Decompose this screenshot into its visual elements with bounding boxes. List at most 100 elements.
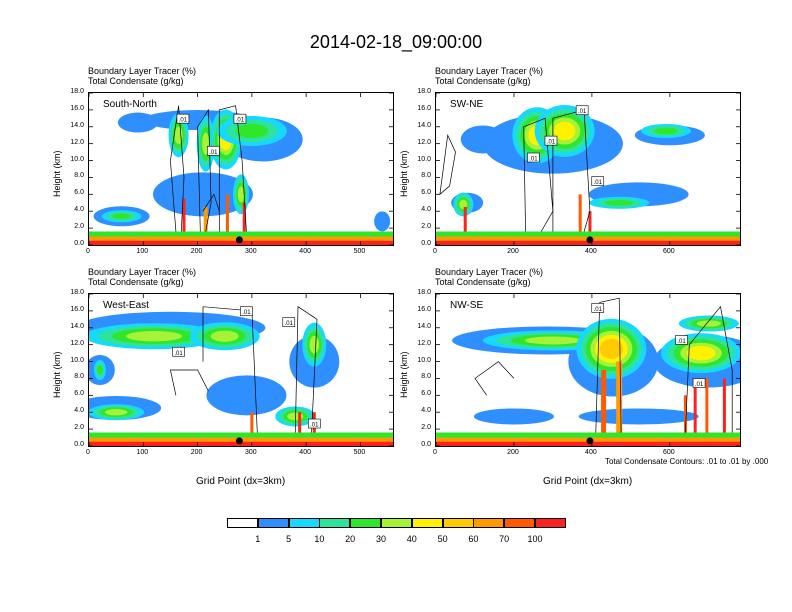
condensate-blob [605, 199, 634, 206]
region-label: West-East [103, 300, 149, 311]
contour-label: .01 [176, 113, 190, 124]
condensate-blob [553, 121, 576, 141]
condensate-blob [696, 320, 721, 327]
tracer-region [206, 375, 287, 416]
colorbar-swatch [442, 518, 474, 528]
x-tick-label: 0 [433, 248, 437, 255]
plot-area: .01 .01 .01 South-North [88, 92, 394, 246]
y-tick-label: 8.0 [74, 172, 84, 180]
panel-label-condensate: Total Condensate (g/kg) [88, 76, 184, 86]
contour-label-box [591, 303, 605, 313]
colorbar-swatch [319, 518, 351, 528]
contour-label-box [207, 145, 220, 156]
contour-label-box [591, 176, 605, 186]
plot-area: .01 .01 .01 .01 West-East [88, 293, 394, 447]
contour-label-box [176, 113, 190, 124]
station-marker [586, 236, 594, 244]
panel-label-condensate: Total Condensate (g/kg) [435, 277, 531, 287]
x-tick-label: 500 [353, 449, 366, 456]
y-tick-label: 16.0 [417, 305, 431, 313]
condensate-blob [235, 124, 269, 138]
convective-tower [242, 202, 246, 245]
condensate-contour [595, 297, 622, 433]
convective-tower [298, 412, 302, 446]
condensate-blob [524, 336, 581, 345]
colorbar-swatch [288, 518, 320, 528]
y-tick-label: 0.0 [421, 441, 431, 448]
colorbar-swatch [504, 518, 536, 528]
convective-tower [693, 386, 697, 446]
y-tick-label: 16.0 [70, 104, 84, 112]
y-tick-label: 8.0 [421, 373, 431, 381]
condensate-contour [197, 108, 212, 232]
colorbar-tick-label: 10 [314, 534, 325, 544]
contour-label: .01 [207, 145, 220, 156]
condensate-blob [104, 409, 128, 416]
x-axis-label: Grid Point (dx=3km) [196, 476, 286, 487]
condensate-contour [202, 306, 258, 433]
x-tick-label: 400 [585, 248, 597, 255]
colorbar-tick-label: 30 [375, 534, 387, 544]
panel-label-tracer: Boundary Layer Tracer (%) [435, 66, 544, 76]
contour-label-text: .01 [174, 351, 183, 357]
contour-label-text: .01 [695, 382, 704, 388]
x-tick-label: 0 [86, 449, 90, 456]
condensate-contour [170, 105, 185, 232]
contour-label-box [527, 152, 540, 163]
region-label: NW-SE [450, 300, 484, 311]
panel-label-tracer: Boundary Layer Tracer (%) [88, 267, 197, 277]
y-axis-label: Height (km) [399, 150, 409, 197]
contour-label-text: .01 [285, 321, 294, 327]
y-tick-label: 6.0 [421, 189, 431, 197]
condensate-blob [112, 213, 131, 220]
x-tick-label: 200 [190, 248, 203, 255]
y-tick-label: 12.0 [70, 339, 84, 347]
colorbar-tick-label: 50 [437, 534, 448, 544]
heatmap-svg: .01 .01 .01 .01 [436, 93, 740, 245]
x-tick-label: 200 [507, 449, 519, 456]
condensate-blob [459, 199, 468, 210]
contour-label-box [575, 105, 589, 116]
tracer-region [374, 211, 391, 232]
y-tick-label: 4.0 [421, 407, 431, 415]
y-tick-label: 14.0 [417, 322, 431, 330]
condensate-contour [439, 133, 456, 195]
condensate-blob [686, 345, 716, 361]
y-tick-label: 0.0 [74, 240, 84, 247]
convective-tower [616, 361, 623, 446]
colorbar-swatch [381, 518, 412, 528]
colorbar-tick-label: 70 [499, 534, 510, 544]
contour-label: .01 [527, 152, 540, 163]
condensate-blob [599, 338, 624, 359]
y-axis-label: Height (km) [52, 150, 62, 197]
x-axis-label: Grid Point (dx=3km) [543, 476, 633, 487]
contour-label-text: .01 [578, 109, 587, 115]
y-tick-label: 2.0 [421, 223, 431, 231]
contour-label-box [282, 317, 296, 328]
panel-label-tracer: Boundary Layer Tracer (%) [88, 66, 197, 76]
contour-label-box [675, 335, 688, 345]
y-axis-label: Height (km) [52, 351, 62, 398]
y-tick-label: 0.0 [421, 240, 431, 247]
convective-tower [705, 378, 709, 446]
y-tick-label: 6.0 [74, 189, 84, 197]
contour-label: .01 [591, 303, 605, 313]
y-tick-label: 14.0 [70, 121, 84, 129]
x-tick-label: 400 [299, 449, 311, 456]
y-tick-label: 4.0 [74, 407, 84, 415]
convective-tower [225, 194, 229, 245]
contour-label: .01 [575, 105, 589, 116]
x-tick-label: 300 [245, 449, 257, 456]
contour-label-text: .01 [529, 157, 538, 163]
x-tick-label: 100 [136, 449, 149, 456]
contour-label: .01 [544, 135, 558, 146]
colorbar-tick-label: 40 [406, 534, 417, 544]
condensate-blob [210, 330, 239, 342]
condensate-blob [237, 186, 245, 203]
contour-label: .01 [172, 346, 185, 357]
colorbar-swatch [350, 518, 382, 528]
y-tick-label: 12.0 [70, 138, 84, 146]
convective-tower [683, 395, 687, 446]
convective-tower [182, 198, 186, 245]
y-tick-label: 6.0 [421, 390, 431, 398]
